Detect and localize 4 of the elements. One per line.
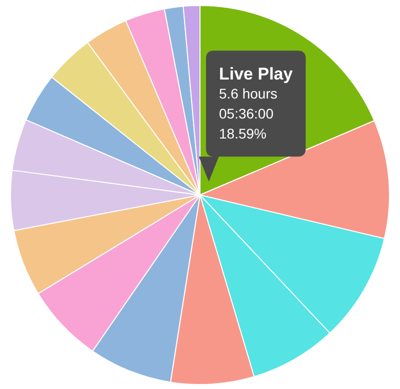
slice-label: Live Play bbox=[219, 64, 294, 84]
text: 05:36:00 bbox=[219, 106, 274, 122]
data-label: 18.59% bbox=[219, 126, 266, 142]
text: 5.6 hours bbox=[219, 86, 278, 102]
